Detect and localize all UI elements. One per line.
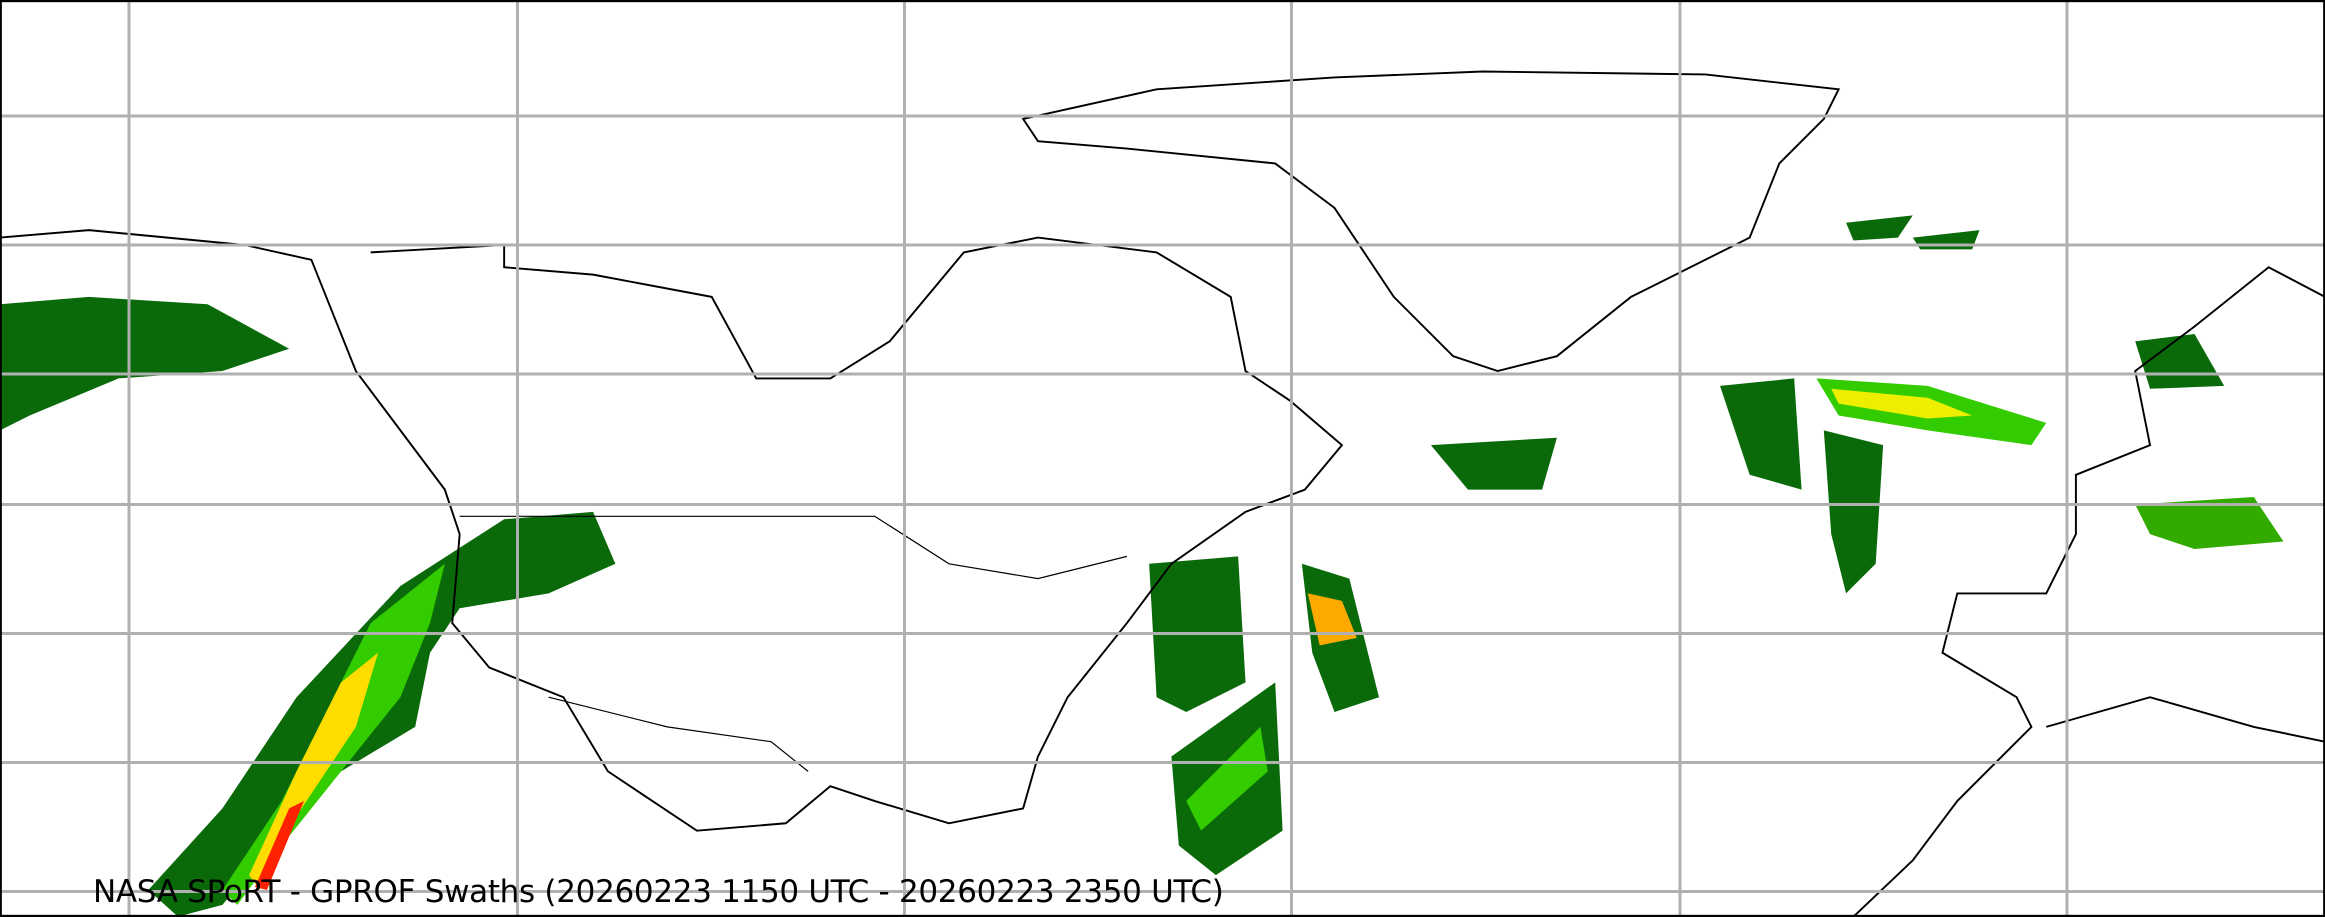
us-mexico-border — [548, 696, 809, 772]
coastlines — [0, 70, 2325, 917]
us-canada-border — [459, 515, 1128, 580]
map-caption: NASA SPoRT - GPROF Swaths (20260223 1150… — [93, 874, 1224, 910]
coastline-north-america — [0, 229, 1344, 832]
coastline-europe-africa — [1852, 266, 2325, 917]
coastline-greenland — [1021, 70, 1841, 373]
precip-heavy-europe-band — [1831, 388, 1973, 419]
precip-swath-north-atlantic — [1720, 378, 1802, 490]
precip-max-pacific — [255, 801, 304, 890]
precip-swath-central-europe — [2135, 497, 2284, 549]
precip-swath-east-atlantic — [1823, 430, 1884, 594]
precip-swath-alaska — [0, 296, 290, 431]
precipitation-swaths — [0, 215, 2284, 917]
precip-swath-iceland — [1846, 215, 1980, 250]
precip-core-atlantic-1 — [1186, 726, 1268, 831]
coastline-mediterranean — [2045, 696, 2325, 743]
precip-swath-mid-atlantic — [1430, 437, 1557, 490]
political-borders — [459, 515, 1128, 772]
